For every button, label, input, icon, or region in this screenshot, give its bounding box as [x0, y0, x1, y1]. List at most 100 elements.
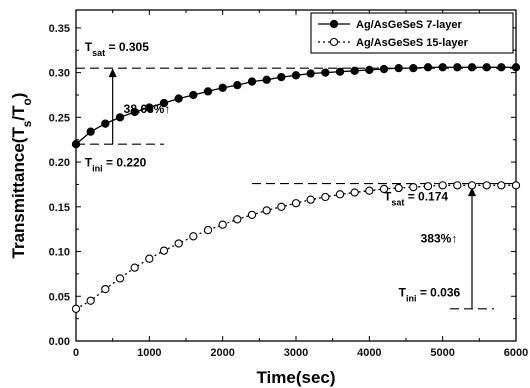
data-point: [189, 90, 198, 100]
data-point: [379, 64, 389, 74]
increase-15-arrow-head: [468, 187, 476, 197]
data-point: [218, 220, 227, 229]
data-point: [511, 63, 521, 72]
x-tick-label: 6000: [504, 347, 528, 359]
data-point: [174, 239, 183, 248]
data-point: [409, 63, 418, 73]
x-tick-label: 0: [73, 347, 79, 359]
y-tick-label: 0.25: [49, 112, 70, 124]
data-point: [482, 63, 491, 72]
data-point: [145, 103, 154, 112]
series-7-layer: [71, 63, 521, 149]
axes: 0 1000 2000 3000 4000 5000 6000 0.00 0.05 0.10 0.1…: [9, 9, 528, 387]
data-point: [394, 63, 403, 73]
data-point: [482, 181, 491, 190]
y-tick-label: 0.00: [49, 336, 70, 348]
data-point: [247, 210, 257, 220]
data-point: [350, 66, 359, 75]
data-point: [321, 68, 330, 77]
data-point: [86, 127, 95, 136]
data-point: [262, 206, 271, 215]
data-point: [291, 199, 301, 208]
data-point: [115, 274, 125, 283]
data-point: [203, 225, 213, 235]
legend-marker: [329, 19, 339, 29]
x-tick-label: 2000: [210, 347, 234, 359]
data-point: [247, 77, 257, 86]
data-point: [101, 284, 110, 294]
data-point: [394, 183, 403, 193]
increase-7-arrow-head: [108, 68, 117, 78]
legend-label: Ag/AsGeSeS 15-layer: [356, 37, 469, 49]
x-tick-label: 3000: [284, 347, 308, 359]
legend-marker: [329, 37, 339, 47]
data-point: [115, 113, 125, 122]
data-point: [497, 181, 506, 190]
data-point: [321, 192, 330, 202]
y-tick-label: 0.15: [49, 202, 70, 214]
data-point: [438, 181, 447, 190]
data-point: [86, 296, 95, 305]
data-point: [130, 107, 139, 117]
data-point: [101, 119, 110, 128]
data-point: [409, 182, 418, 192]
data-point: [218, 83, 227, 92]
tini-7-label: Tini = 0.220: [85, 156, 147, 174]
y-tick-label: 0.20: [49, 157, 70, 169]
data-point: [306, 195, 315, 204]
data-point: [350, 188, 359, 197]
data-point: [438, 63, 447, 72]
data-point: [335, 190, 345, 199]
data-point: [71, 304, 81, 313]
data-point: [453, 63, 462, 72]
y-tick-label: 0.10: [49, 247, 70, 259]
data-point: [189, 232, 198, 241]
legend-item-7-layer: Ag/AsGeSeS 7-layer: [318, 19, 462, 31]
series-layer: [71, 63, 521, 313]
data-point: [159, 246, 169, 255]
y-axis-title: Transmittance(Ts/To): [9, 93, 34, 259]
data-point: [511, 181, 521, 190]
data-point: [453, 181, 462, 190]
x-axis-title: Time(sec): [256, 368, 335, 387]
x-tick-label: 5000: [430, 347, 454, 359]
data-point: [423, 182, 433, 191]
tsat-15-label: Tsat = 0.174: [384, 190, 448, 208]
data-point: [365, 65, 374, 75]
legend-item-15-layer: Ag/AsGeSeS 15-layer: [318, 37, 469, 49]
increase-15-label: 383%↑: [421, 232, 458, 246]
legend: Ag/AsGeSeS 7-layer Ag/AsGeSeS 15-layer: [310, 12, 514, 54]
data-point: [174, 94, 183, 103]
tsat-7-label: Tsat = 0.305: [85, 40, 149, 58]
data-point: [306, 69, 315, 78]
series-15-layer: [71, 181, 521, 313]
annotation-layer: Tsat = 0.305 Tini = 0.220 38.63%↑ Tsat = 0.…: [85, 40, 461, 303]
data-point: [335, 67, 345, 76]
data-point: [497, 63, 506, 72]
data-point: [159, 98, 169, 108]
legend-box: [310, 12, 514, 54]
data-point: [467, 181, 477, 190]
data-point: [233, 80, 242, 90]
data-point: [277, 72, 286, 82]
increase-7-label: 38.63%↑: [124, 102, 171, 116]
data-point: [262, 75, 271, 84]
data-point: [145, 254, 154, 263]
data-point: [423, 63, 433, 72]
legend-label: Ag/AsGeSeS 7-layer: [356, 19, 462, 31]
tini-15-label: Tini = 0.036: [399, 285, 461, 303]
x-tick-label: 1000: [137, 347, 161, 359]
data-point: [130, 263, 139, 272]
data-point: [71, 140, 81, 149]
x-tick-label: 4000: [357, 347, 381, 359]
data-point: [277, 202, 286, 211]
data-point: [379, 184, 389, 194]
data-point: [365, 186, 374, 195]
y-tick-label: 0.35: [49, 23, 70, 35]
y-tick-label: 0.05: [49, 291, 70, 303]
data-point: [203, 87, 213, 96]
data-point: [467, 63, 477, 72]
data-point: [291, 71, 301, 80]
y-tick-label: 0.30: [49, 68, 70, 80]
